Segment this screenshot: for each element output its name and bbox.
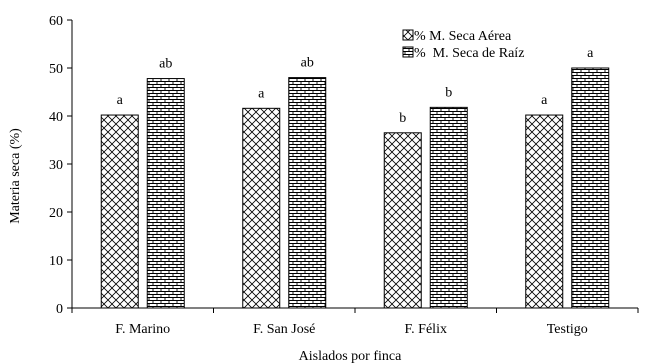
bar-aerea	[383, 132, 422, 309]
bar-significance-label: a	[117, 93, 124, 108]
bar-significance-label: a	[541, 93, 548, 108]
y-axis-title: Materia seca (%)	[8, 128, 23, 224]
bar-labels: a ab a ab b b a a	[117, 46, 595, 126]
legend-swatch-aerea	[402, 29, 414, 41]
bar-significance-label: b	[445, 85, 452, 100]
y-axis: 0 10 20 30 40 50 60	[49, 14, 73, 317]
y-tick-label: 20	[49, 206, 63, 221]
y-ticks: 0 10 20 30 40 50 60	[49, 14, 72, 317]
x-tick-label: Testigo	[547, 322, 588, 337]
y-tick-label: 50	[49, 62, 63, 77]
legend-label-aerea: % M. Seca Aérea	[414, 29, 512, 44]
bar-significance-label: a	[258, 86, 265, 101]
bar-significance-label: ab	[301, 56, 314, 71]
x-ticks: F. Marino F. San José F. Félix Testigo	[71, 308, 639, 337]
legend-label-raiz: % M. Seca de Raíz	[414, 46, 524, 61]
bar-aerea	[525, 114, 564, 309]
y-tick-label: 0	[56, 302, 63, 317]
x-tick-label: F. Félix	[405, 322, 447, 337]
bar-raiz	[571, 67, 610, 309]
bar-significance-label: ab	[159, 57, 172, 72]
y-tick-label: 10	[49, 254, 63, 269]
x-axis-title: Aislados por finca	[299, 349, 402, 364]
bar-aerea	[242, 107, 281, 309]
bars	[100, 67, 610, 309]
y-tick-label: 30	[49, 158, 63, 173]
bar-raiz	[288, 77, 327, 309]
x-tick-label: F. San José	[253, 322, 315, 337]
legend-swatch-raiz	[402, 46, 414, 58]
bar-significance-label: b	[399, 111, 406, 126]
bar-raiz	[429, 106, 468, 309]
x-tick-label: F. Marino	[115, 322, 170, 337]
y-tick-label: 40	[49, 110, 63, 125]
bar-significance-label: a	[587, 46, 594, 61]
x-axis: F. Marino F. San José F. Félix Testigo	[71, 307, 639, 337]
bar-aerea	[100, 114, 139, 309]
legend: % M. Seca Aérea % M. Seca de Raíz	[402, 29, 524, 61]
bar-raiz	[146, 78, 185, 309]
y-tick-label: 60	[49, 14, 63, 29]
